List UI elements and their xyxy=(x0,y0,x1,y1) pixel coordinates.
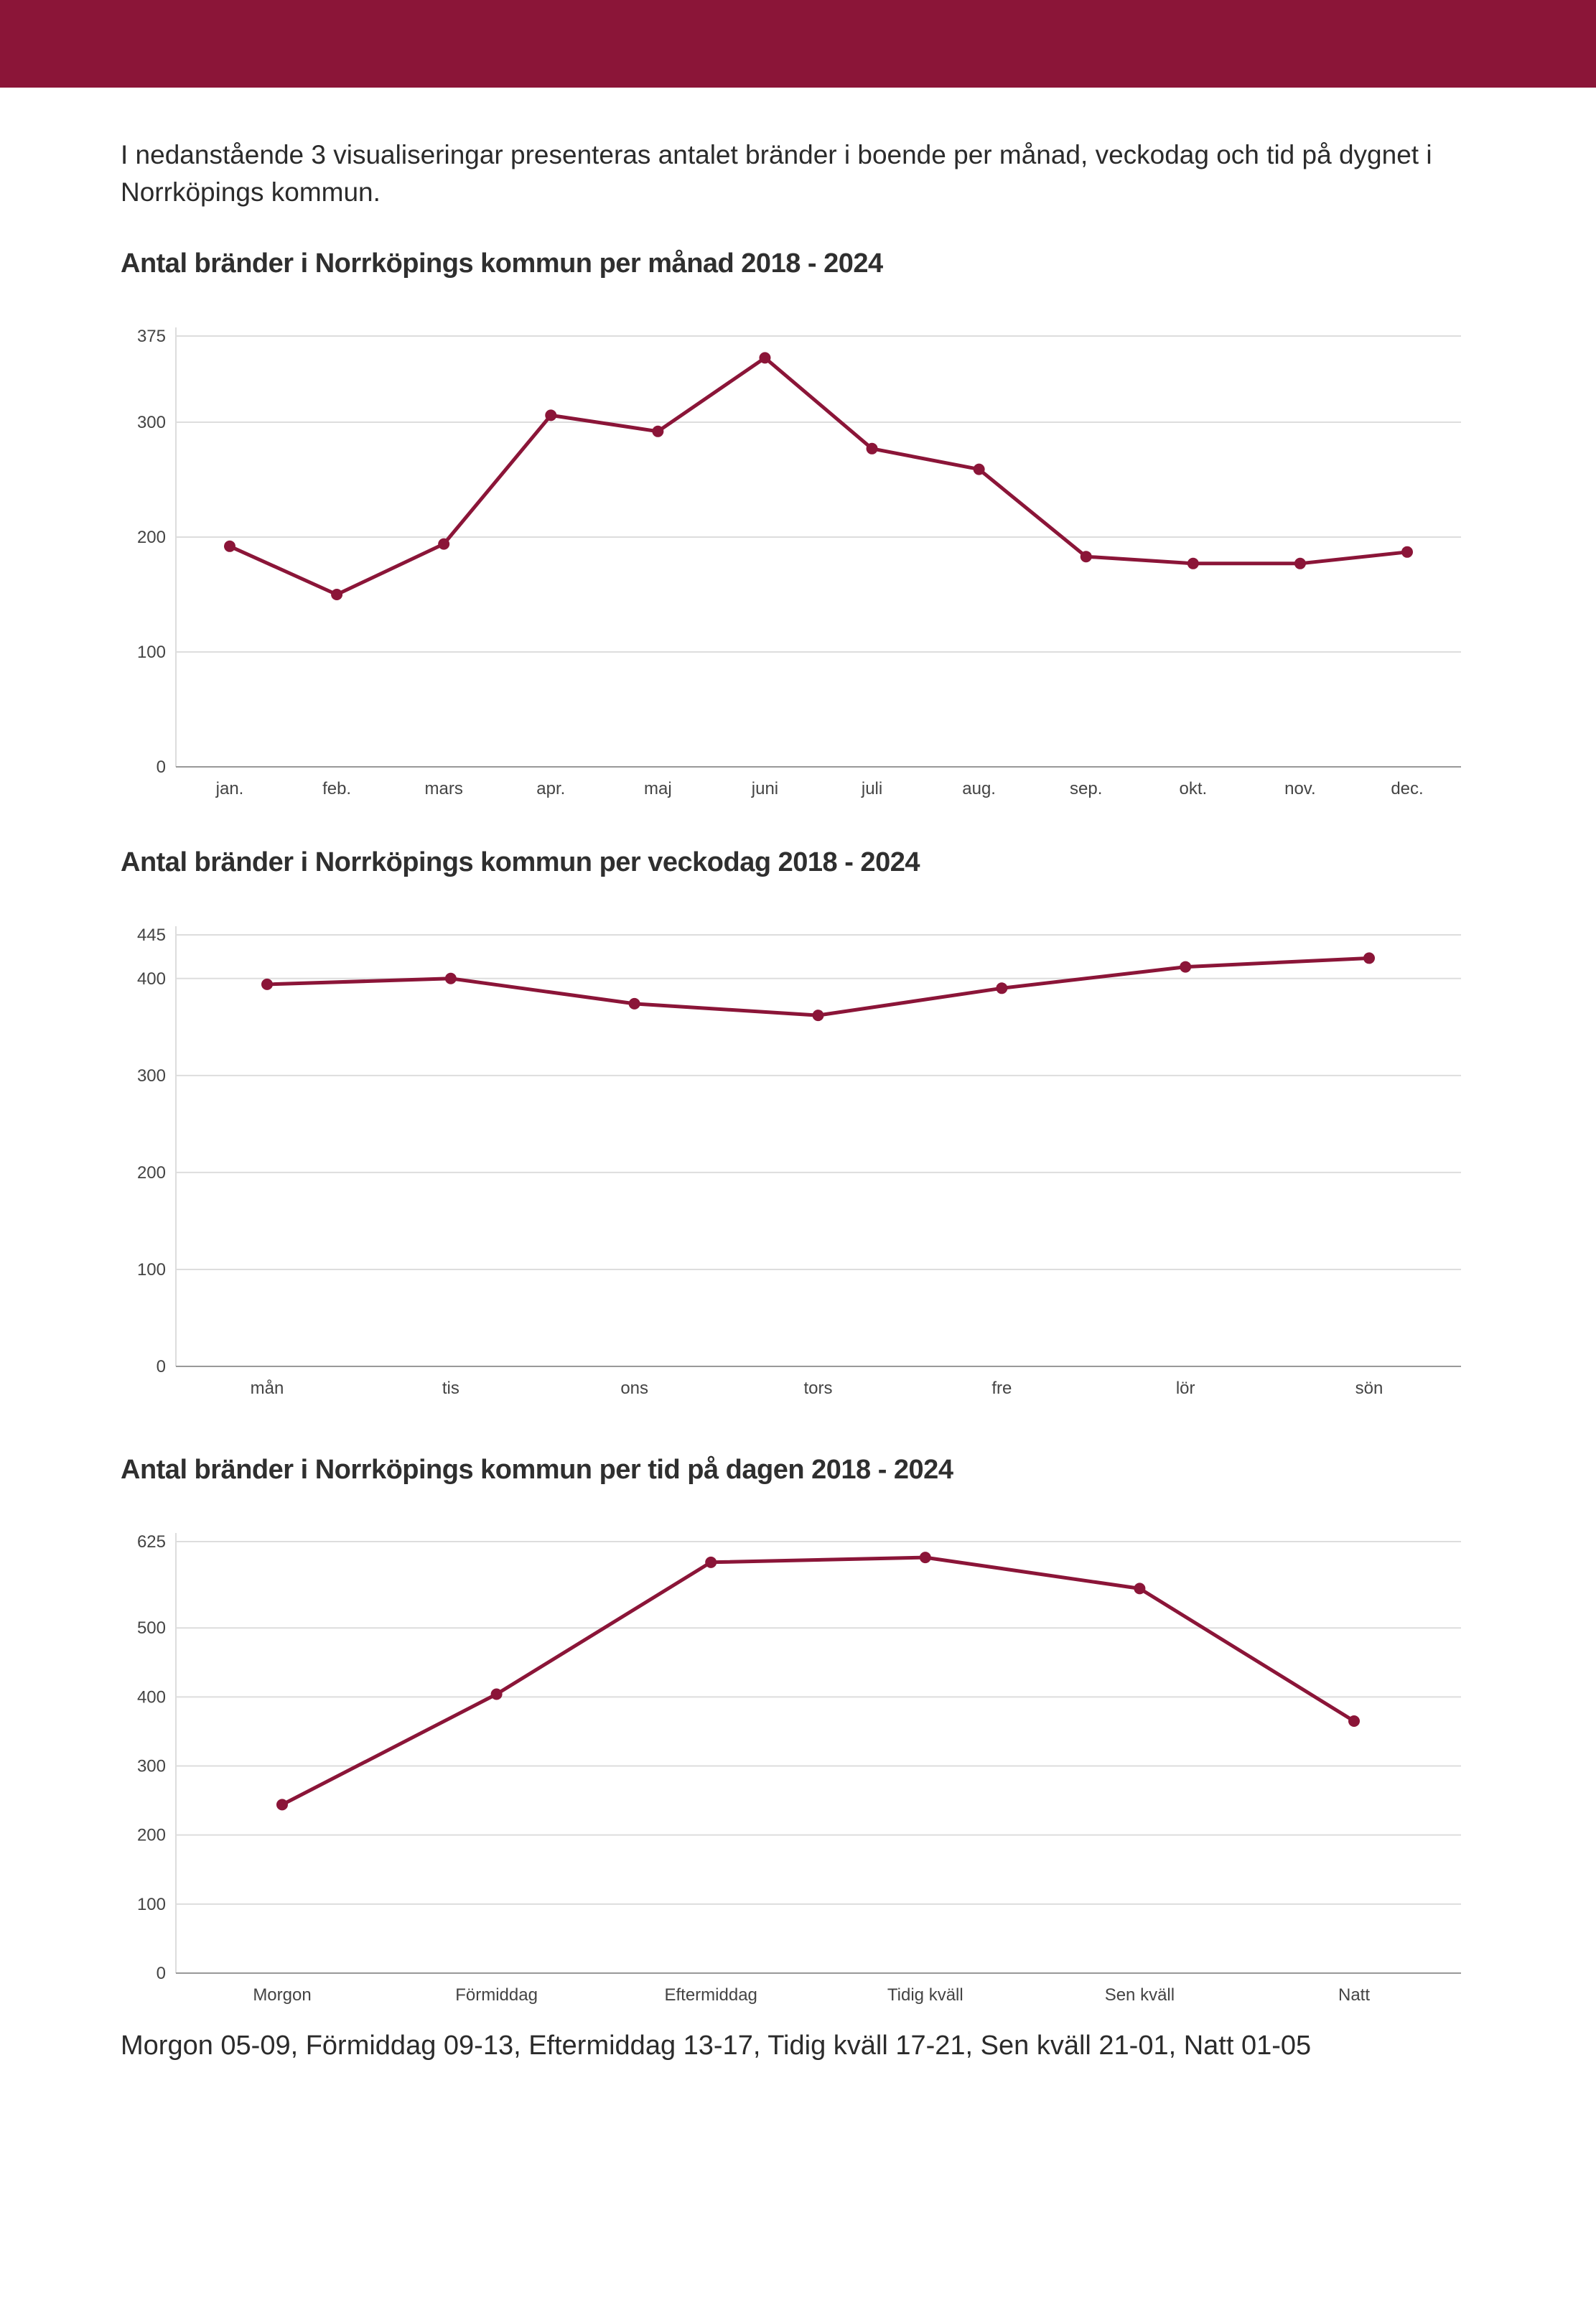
data-point xyxy=(628,997,640,1010)
data-point xyxy=(1187,557,1199,569)
data-point xyxy=(996,982,1008,994)
x-tick-label: tis xyxy=(442,1379,459,1398)
data-point xyxy=(331,589,343,600)
series-line xyxy=(280,1555,1356,1807)
x-tick-label: juni xyxy=(751,779,778,798)
data-point xyxy=(652,425,664,437)
data-point xyxy=(444,972,457,984)
data-point xyxy=(224,540,235,552)
y-tick-label: 445 xyxy=(137,926,166,945)
x-tick-label: lör xyxy=(1176,1379,1195,1398)
series-line xyxy=(228,355,1409,597)
y-tick-label: 0 xyxy=(157,758,166,777)
x-tick-label: feb. xyxy=(322,779,351,798)
x-tick-label: nov. xyxy=(1284,779,1316,798)
y-tick-label: 625 xyxy=(137,1532,166,1552)
x-tick-label: sep. xyxy=(1070,779,1102,798)
series-line xyxy=(265,956,1371,1017)
y-tick-label: 500 xyxy=(137,1618,166,1638)
x-tick-label: okt. xyxy=(1179,779,1207,798)
x-tick-label: Natt xyxy=(1338,1985,1370,2005)
x-tick-label: Tidig kväll xyxy=(887,1985,963,2005)
chart-weekday: 0 100 200 300 400 445 mån tis ons tors fre lör sön xyxy=(137,926,1461,1398)
chart-month: 0 100 200 300 375 jan. feb. mars apr. maj juni juli… xyxy=(137,327,1461,798)
data-point xyxy=(490,1688,503,1700)
y-tick-label: 375 xyxy=(137,327,166,346)
data-point xyxy=(1134,1583,1146,1595)
chart-title-month: Antal bränder i Norrköpings kommun per m… xyxy=(121,248,883,279)
data-point xyxy=(1363,952,1375,964)
data-point xyxy=(973,463,985,475)
x-tick-label: mars xyxy=(425,779,463,798)
data-point xyxy=(261,978,273,990)
data-point xyxy=(1294,557,1306,569)
chart-title-weekday: Antal bränder i Norrköpings kommun per v… xyxy=(121,847,920,877)
y-tick-label: 100 xyxy=(137,1260,166,1280)
x-tick-label: ons xyxy=(620,1379,648,1398)
x-tick-label: apr. xyxy=(536,779,565,798)
data-point xyxy=(812,1010,824,1022)
y-tick-label: 200 xyxy=(137,528,166,547)
data-point xyxy=(919,1552,931,1564)
data-point xyxy=(1180,961,1192,973)
x-tick-label: Morgon xyxy=(253,1985,311,2005)
data-point xyxy=(545,409,557,421)
data-point xyxy=(1401,546,1413,558)
chart-time-of-day: 0 100 200 300 400 500 625 Morgon Förmiddag Efterm… xyxy=(137,1532,1461,2005)
x-tick-label: Sen kväll xyxy=(1105,1985,1175,2005)
intro-text: I nedanstående 3 visualiseringar present… xyxy=(121,140,1432,207)
x-tick-label: juli xyxy=(861,779,882,798)
y-tick-label: 400 xyxy=(137,1687,166,1707)
x-tick-label: sön xyxy=(1355,1379,1383,1398)
y-tick-label: 100 xyxy=(137,643,166,662)
header-band xyxy=(0,0,1596,88)
data-point xyxy=(866,442,878,455)
y-tick-label: 300 xyxy=(137,1757,166,1776)
y-tick-label: 100 xyxy=(137,1895,166,1914)
x-tick-label: dec. xyxy=(1391,779,1423,798)
x-tick-label: fre xyxy=(991,1379,1012,1398)
y-tick-label: 400 xyxy=(137,969,166,989)
chart-title-time-of-day: Antal bränder i Norrköpings kommun per t… xyxy=(121,1455,953,1485)
data-point xyxy=(759,352,771,364)
x-tick-label: maj xyxy=(644,779,672,798)
y-tick-label: 200 xyxy=(137,1826,166,1845)
y-tick-label: 0 xyxy=(157,1964,166,1983)
x-tick-label: tors xyxy=(803,1379,832,1398)
y-tick-label: 200 xyxy=(137,1163,166,1183)
x-tick-label: mån xyxy=(251,1379,284,1398)
y-tick-label: 300 xyxy=(137,1066,166,1086)
footnote: Morgon 05-09, Förmiddag 09-13, Eftermidd… xyxy=(121,2031,1312,2061)
data-point xyxy=(1348,1715,1360,1728)
x-tick-label: Förmiddag xyxy=(455,1985,538,2005)
y-tick-label: 300 xyxy=(137,413,166,432)
data-point xyxy=(276,1799,288,1811)
data-point xyxy=(705,1556,717,1568)
x-tick-label: Eftermiddag xyxy=(664,1985,757,2005)
data-point xyxy=(438,538,450,550)
data-point xyxy=(1080,551,1092,563)
x-tick-label: aug. xyxy=(962,779,996,798)
y-tick-label: 0 xyxy=(157,1357,166,1376)
x-tick-label: jan. xyxy=(215,779,244,798)
